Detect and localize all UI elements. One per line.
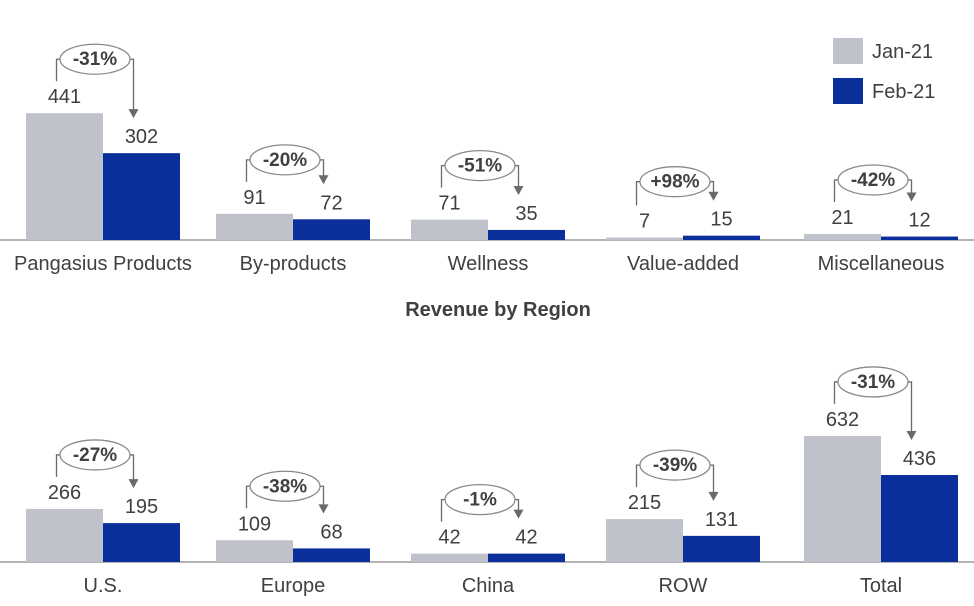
change-label-pangasius-products: -31% [73,49,117,70]
category-label-u-s: U.S. [84,575,123,597]
category-label-wellness: Wellness [448,253,529,275]
change-badge-wellness [444,149,516,182]
change-arrow-row [708,491,719,501]
bar-jan-value-added [606,237,683,240]
category-label-pangasius-products: Pangasius Products [14,253,192,275]
category-label-value-added: Value-added [627,253,739,275]
data-label-jan-china: 42 [438,527,460,549]
legend-swatch-feb-21 [833,78,863,104]
data-label-jan-wellness: 71 [438,193,460,215]
legend-swatch-jan-21 [833,38,863,64]
category-label-total: Total [860,575,902,597]
category-label-china: China [462,575,515,597]
change-arrow-china [513,509,524,519]
data-label-feb-u-s: 195 [125,496,158,518]
bar-feb-wellness [488,229,565,240]
change-arrow-by-products [318,175,329,185]
category-label-europe: Europe [261,575,326,597]
change-badge-u-s [59,439,131,471]
change-badge-pangasius-products [59,43,131,75]
change-arrow-miscellaneous [906,192,917,202]
data-label-feb-wellness: 35 [515,203,537,225]
data-label-feb-pangasius-products: 302 [125,126,158,148]
change-badge-by-products [249,144,321,176]
bar-feb-total [881,475,958,562]
chart-title-region: Revenue by Region [405,299,591,321]
data-label-jan-pangasius-products: 441 [48,86,81,108]
change-arrow-value-added [708,191,719,201]
change-label-u-s: -27% [73,445,117,466]
category-label-by-products: By-products [240,253,347,275]
bar-feb-row [683,535,760,562]
change-badge-total [837,366,909,398]
change-badge-value-added [639,166,711,198]
data-label-jan-by-products: 91 [243,187,265,209]
bar-feb-u-s [103,523,180,562]
bar-jan-by-products [216,213,293,240]
bar-feb-pangasius-products [103,153,180,240]
bar-jan-europe [216,540,293,562]
data-label-jan-total: 632 [826,409,859,431]
bar-feb-china [488,553,565,562]
category-label-row: ROW [659,575,708,597]
category-label-miscellaneous: Miscellaneous [818,253,945,275]
change-badge-row [639,449,711,481]
bar-feb-miscellaneous [881,236,958,240]
data-label-jan-u-s: 266 [48,482,81,504]
change-label-total: -31% [851,372,895,393]
revenue-by-region-chart: 266 195 U.S. -27% 109 68 Europe -38% 42 42 China -1… [0,366,974,597]
revenue-by-product-chart: 441 302 Pangasius Products -31% 91 72 By-produ… [0,43,974,275]
change-label-by-products: -20% [263,150,307,171]
change-label-china: -1% [463,490,497,511]
legend-label-feb-21: Feb-21 [872,81,935,103]
change-arrow-pangasius-products [128,109,139,119]
bar-jan-pangasius-products [26,113,103,240]
change-arrow-europe [318,504,329,514]
data-label-jan-row: 215 [628,492,661,514]
bar-jan-china [411,553,488,562]
change-badge-china [444,483,516,516]
legend-label-jan-21: Jan-21 [872,41,933,63]
bar-jan-miscellaneous [804,233,881,240]
data-label-feb-by-products: 72 [320,192,342,214]
change-arrow-wellness [513,185,524,195]
change-badge-europe [249,470,321,502]
change-arrow-u-s [128,479,139,489]
data-label-jan-value-added: 7 [639,211,650,233]
data-label-feb-value-added: 15 [710,209,732,231]
change-label-miscellaneous: -42% [851,170,895,191]
legend: Jan-21 Feb-21 [833,38,935,104]
bar-jan-row [606,519,683,562]
change-label-europe: -38% [263,476,307,497]
data-label-feb-total: 436 [903,448,936,470]
data-label-feb-china: 42 [515,527,537,549]
change-label-wellness: -51% [458,156,502,177]
data-label-jan-europe: 109 [238,513,271,535]
bar-feb-value-added [683,235,760,240]
bar-feb-by-products [293,219,370,240]
data-label-feb-miscellaneous: 12 [908,210,930,232]
data-label-feb-europe: 68 [320,521,342,543]
bar-feb-europe [293,548,370,562]
change-arrow-total [906,431,917,441]
data-label-feb-row: 131 [705,509,738,531]
bar-jan-total [804,435,881,562]
bar-jan-u-s [26,508,103,562]
change-label-row: -39% [653,455,697,476]
data-label-jan-miscellaneous: 21 [831,207,853,229]
change-label-value-added: +98% [650,172,699,193]
change-badge-miscellaneous [837,164,909,196]
bar-jan-wellness [411,219,488,240]
